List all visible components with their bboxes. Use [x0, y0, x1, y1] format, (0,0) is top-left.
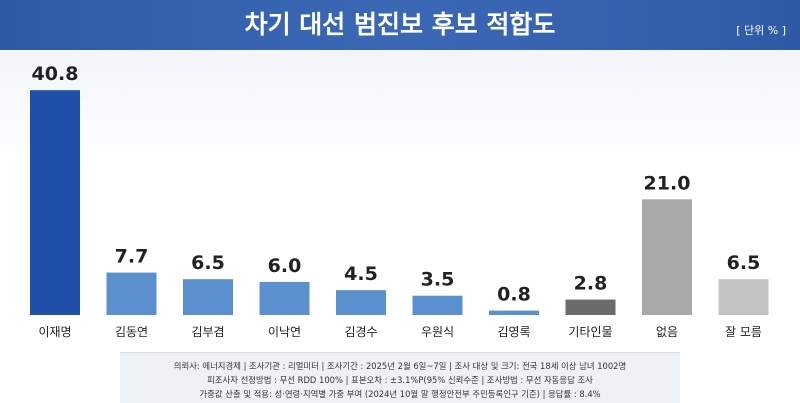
bar-1 — [30, 90, 80, 315]
unit-label: [ 단위 % ] — [736, 24, 786, 37]
category-label-7: 김영록 — [497, 325, 530, 339]
category-label-4: 이낙연 — [268, 325, 301, 339]
survey-info-line-3: 가중값 산출 및 적용: 성·연령·지역별 가중 부여 (2024년 10월 말… — [199, 389, 601, 399]
bar-10 — [718, 279, 769, 315]
survey-info-line-1: 의뢰사: 에너지경제 | 조사기관 : 리얼미터 | 조사기간 : 2025년 … — [173, 361, 627, 371]
category-label-5: 김경수 — [344, 325, 377, 339]
bar-6 — [412, 295, 463, 315]
value-label-3: 6.5 — [191, 252, 225, 274]
value-label-8: 2.8 — [574, 273, 608, 295]
category-label-1: 이재명 — [38, 325, 71, 339]
bar-4 — [259, 281, 310, 315]
value-label-4: 6.0 — [268, 255, 302, 277]
title-banner — [0, 0, 800, 50]
value-label-1: 40.8 — [32, 63, 79, 85]
category-label-6: 우원식 — [421, 325, 454, 339]
category-label-10: 잘 모름 — [725, 325, 762, 339]
value-label-5: 4.5 — [344, 263, 378, 285]
bar-7 — [489, 310, 539, 315]
value-label-9: 21.0 — [644, 172, 691, 194]
chart-title: 차기 대선 범진보 후보 적합도 — [244, 10, 556, 39]
value-label-6: 3.5 — [421, 269, 455, 291]
value-label-10: 6.5 — [727, 252, 761, 274]
bar-8 — [565, 299, 616, 315]
survey-info-line-2: 피조사자 선정방법 : 무선 RDD 100% | 표본오차 : ±3.1%P(… — [207, 375, 593, 385]
survey-info-box: 의뢰사: 에너지경제 | 조사기관 : 리얼미터 | 조사기간 : 2025년 … — [120, 352, 680, 403]
value-label-2: 7.7 — [115, 246, 149, 268]
bar-9 — [642, 199, 692, 315]
value-label-7: 0.8 — [497, 284, 531, 306]
bar-2 — [106, 272, 157, 315]
bar-5 — [336, 290, 386, 315]
bar-chart: 40.8 이재명 7.7 김동연 6.5 김부겸 6.0 이낙연 4.5 김경수 3.5 우원식 0.8… — [30, 63, 769, 339]
category-label-8: 기타인물 — [568, 325, 612, 339]
category-label-9: 없음 — [656, 325, 678, 339]
category-label-3: 김부겸 — [191, 325, 224, 339]
bar-3 — [183, 279, 233, 315]
category-label-2: 김동연 — [115, 325, 148, 339]
